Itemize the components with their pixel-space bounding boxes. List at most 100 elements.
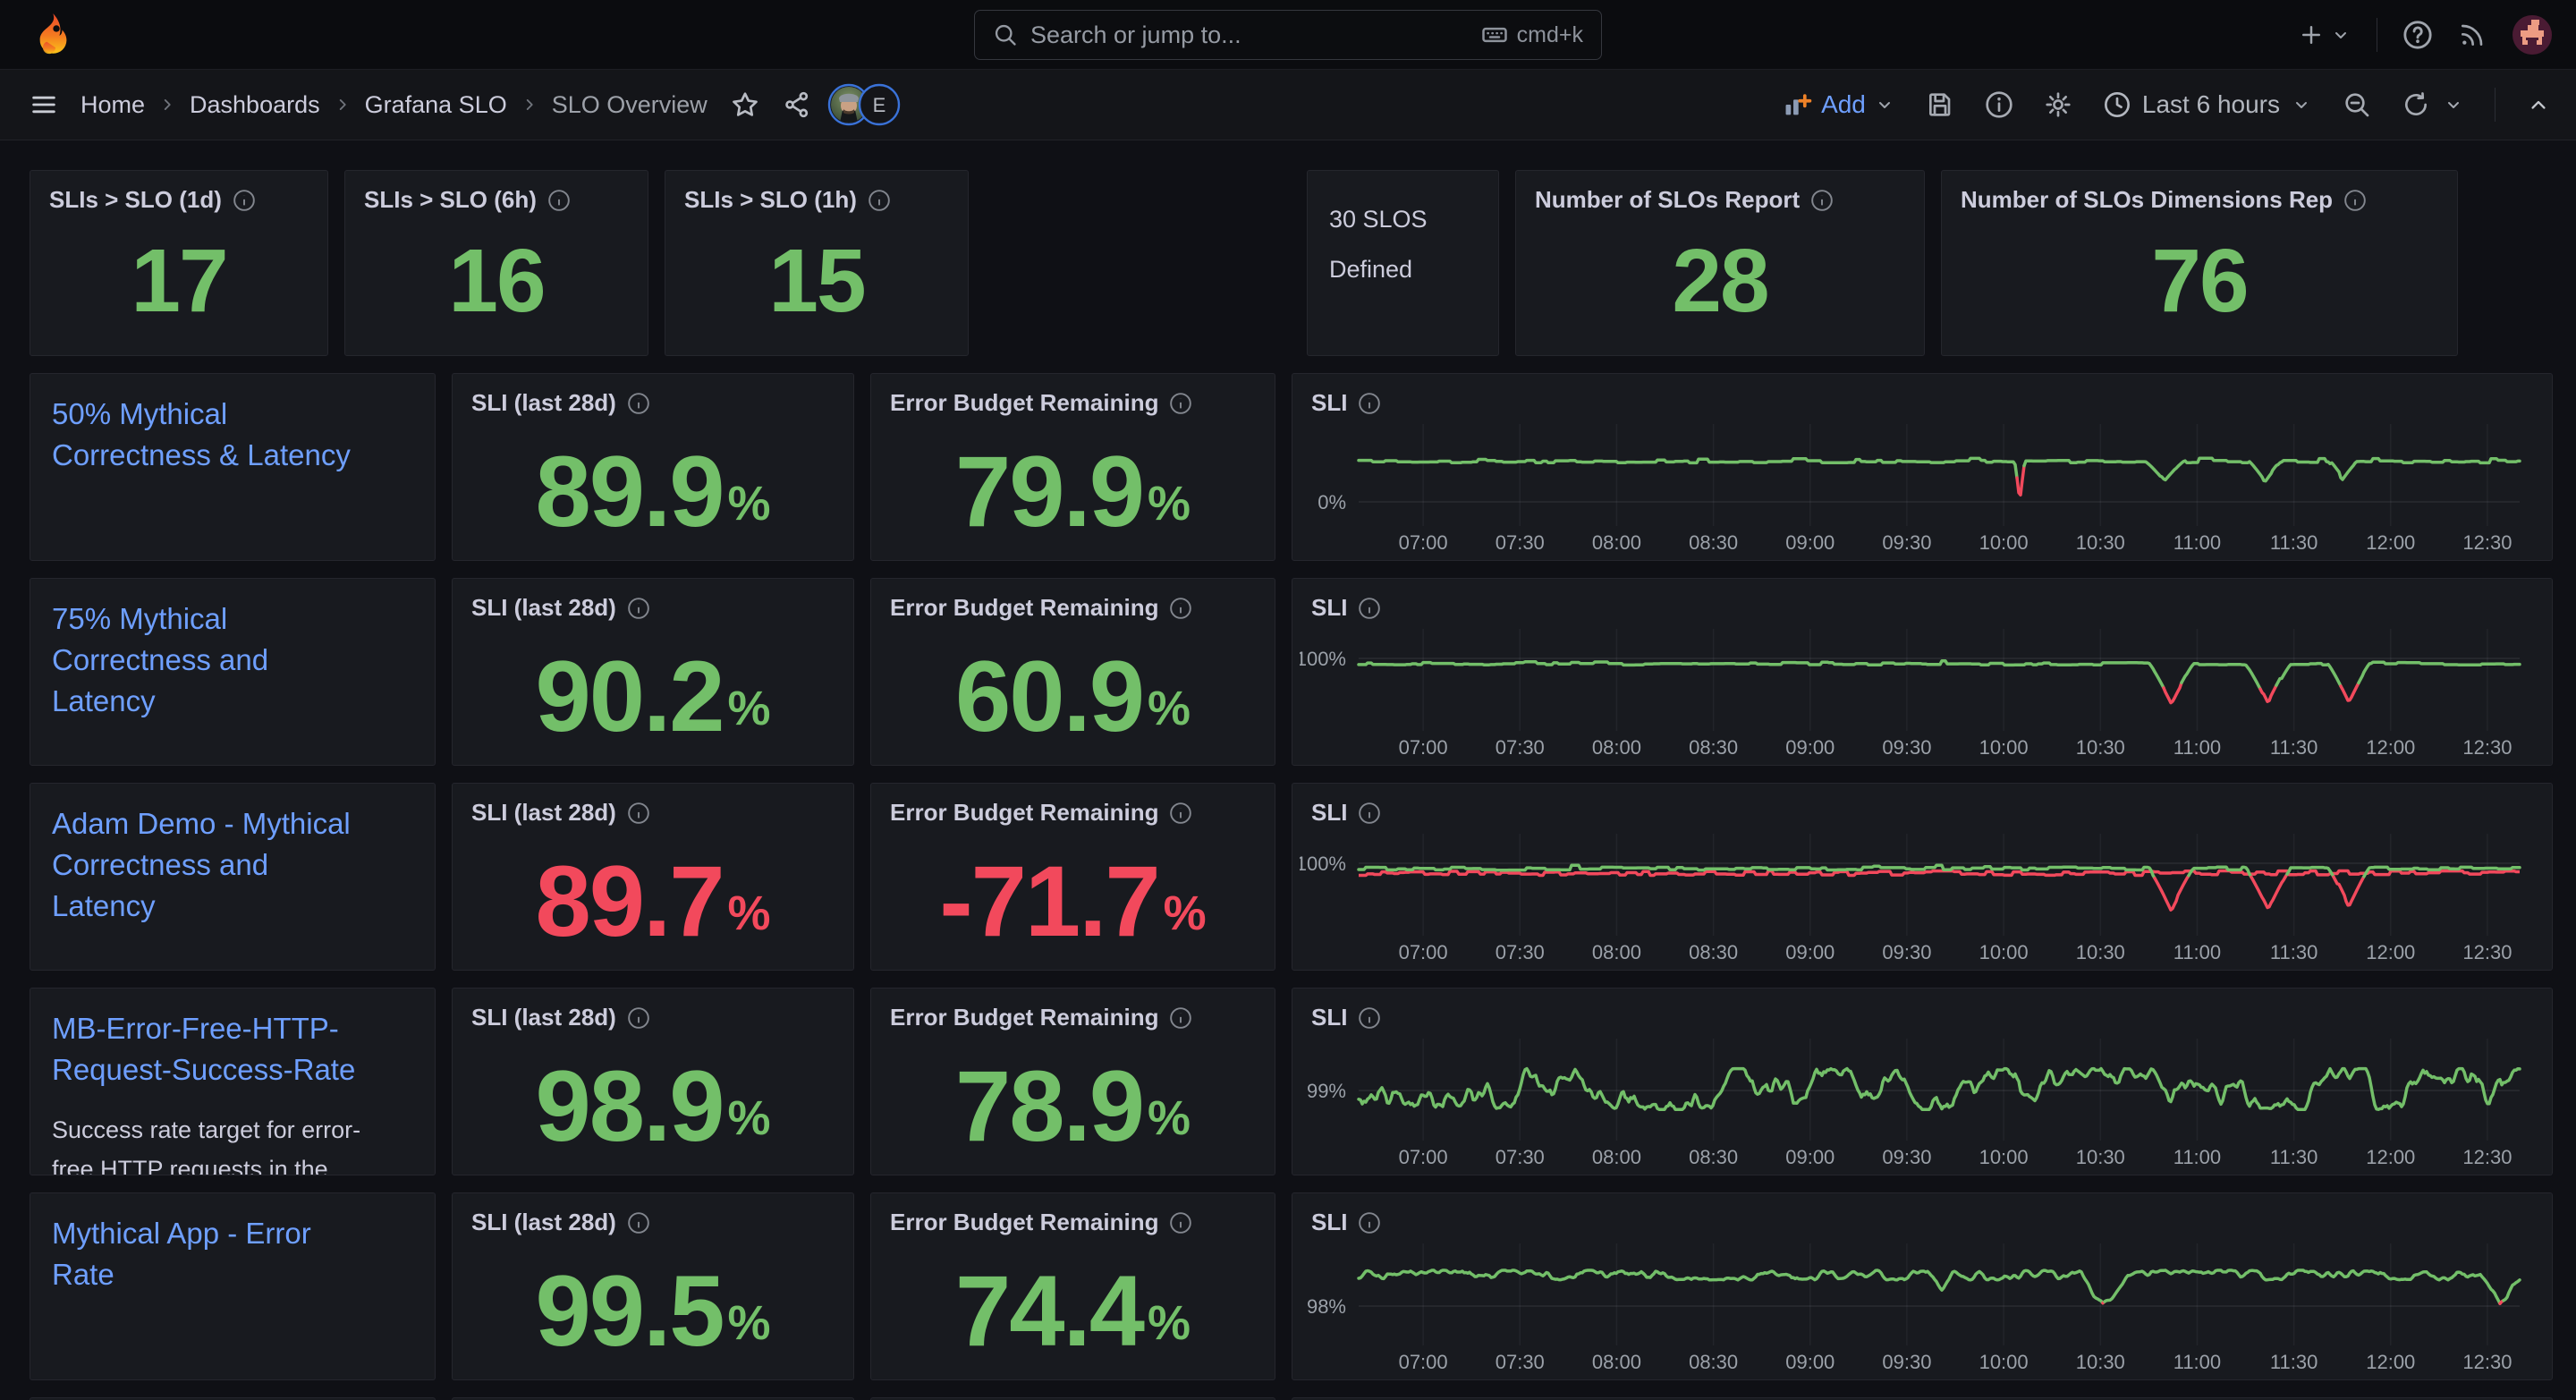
keyboard-icon — [1481, 27, 1507, 43]
error-budget-stat-panel: Error Budget Remaining 74.4% — [870, 1192, 1275, 1380]
zoom-out-icon[interactable] — [2343, 90, 2371, 119]
help-button[interactable] — [2402, 20, 2433, 50]
panel-title: SLI (last 28d) — [471, 799, 616, 826]
sli-chart-panel: SLI 07:00 07:30 08:00 08:30 09:00 09:30 10:00 1… — [1292, 578, 2553, 766]
news-button[interactable] — [2458, 21, 2487, 49]
info-icon[interactable] — [1169, 597, 1192, 620]
time-range-picker[interactable]: Last 6 hours — [2103, 90, 2312, 119]
svg-text:11:30: 11:30 — [2270, 1146, 2318, 1168]
breadcrumb-dashboards[interactable]: Dashboards — [190, 90, 320, 118]
info-icon[interactable] — [1169, 802, 1192, 825]
slo-title-link[interactable]: MB-Error-Free-HTTP- Request-Success-Rate — [52, 1012, 356, 1086]
info-icon[interactable] — [1358, 1211, 1381, 1235]
info-icon[interactable] — [1358, 1006, 1381, 1030]
collapse-toolbar-icon[interactable] — [2526, 92, 2551, 117]
chevron-right-icon — [157, 95, 177, 115]
svg-text:07:00: 07:00 — [1399, 941, 1448, 963]
sli-stat-panel: SLI (last 28d) 98.9% — [452, 988, 854, 1175]
refresh-icon — [2405, 92, 2427, 115]
svg-text:08:00: 08:00 — [1592, 1146, 1641, 1168]
refresh-button[interactable] — [2402, 90, 2464, 119]
breadcrumb-folder[interactable]: Grafana SLO — [364, 90, 507, 118]
panel-title: SLIs > SLO (6h) — [364, 186, 537, 213]
panel-title: SLI — [1311, 389, 1348, 416]
save-dashboard-icon[interactable] — [1926, 90, 1954, 119]
svg-text:10:30: 10:30 — [2076, 1351, 2125, 1373]
breadcrumb-home[interactable]: Home — [80, 90, 146, 118]
error-budget-value: 79.9% — [955, 435, 1191, 547]
slo-row: Adam Demo - Mythical Correctness and Lat… — [0, 783, 2576, 971]
stat-panel-slo-1d: SLIs > SLO (1d) 17 — [30, 170, 328, 356]
percent-unit: % — [727, 477, 771, 530]
sli-timeseries-chart[interactable]: 07:00 07:30 08:00 08:30 09:00 09:30 10:00 10:30… — [1300, 828, 2545, 964]
slo-title-link[interactable]: 75% Mythical Correctness and Latency — [52, 602, 269, 717]
svg-text:08:30: 08:30 — [1689, 1351, 1738, 1373]
svg-text:12:30: 12:30 — [2462, 736, 2512, 759]
sli-timeseries-chart[interactable]: 07:00 07:30 08:00 08:30 09:00 09:30 10:00 10:30… — [1300, 419, 2545, 555]
svg-text:12:30: 12:30 — [2462, 941, 2512, 963]
info-icon[interactable] — [1169, 1211, 1192, 1235]
add-panel-button[interactable]: Add — [1783, 89, 1895, 120]
panel-title: SLIs > SLO (1d) — [49, 186, 222, 213]
sli-value: 90.2% — [535, 640, 771, 752]
dashboard-settings-icon[interactable] — [2044, 90, 2072, 119]
percent-unit: % — [1163, 887, 1207, 940]
svg-text:07:30: 07:30 — [1496, 1351, 1545, 1373]
svg-text:10:30: 10:30 — [2076, 736, 2125, 759]
error-budget-value: 74.4% — [955, 1254, 1191, 1367]
dashboard-canvas: SLIs > SLO (1d) 17 SLIs > SLO (6h) 16 SL… — [0, 170, 2576, 1400]
sli-timeseries-chart[interactable]: 07:00 07:30 08:00 08:30 09:00 09:30 10:00 10:30… — [1300, 1033, 2545, 1169]
text-panel-content: 30 SLOS Defined — [1329, 206, 1428, 283]
share-icon[interactable] — [783, 90, 811, 119]
slo-title-link[interactable]: 50% Mythical Correctness & Latency — [52, 397, 351, 471]
panel-title: Number of SLOs Dimensions Rep — [1961, 186, 2334, 213]
error-budget-stat-panel: Error Budget Remaining 79.9% — [870, 373, 1275, 561]
sli-timeseries-chart[interactable]: 07:00 07:30 08:00 08:30 09:00 09:30 10:00 10:30… — [1300, 624, 2545, 759]
panel-title: SLI (last 28d) — [471, 389, 616, 416]
info-icon[interactable] — [1358, 392, 1381, 415]
dashboard-insights-icon[interactable] — [1985, 90, 2013, 119]
svg-text:12:30: 12:30 — [2462, 1146, 2512, 1168]
info-icon[interactable] — [627, 1211, 650, 1235]
svg-text:100%: 100% — [1300, 648, 1346, 670]
slo-title-link[interactable]: Adam Demo - Mythical Correctness and Lat… — [52, 807, 351, 922]
sli-chart-panel: SLI 07:00 07:30 08:00 08:30 09:00 09:30 10:00 1… — [1292, 373, 2553, 561]
svg-text:09:00: 09:00 — [1785, 531, 1835, 554]
panel-title: Error Budget Remaining — [890, 1004, 1159, 1031]
plus-icon — [2302, 26, 2320, 44]
slo-title-panel: Adam Demo - Mythical Correctness and Lat… — [30, 783, 436, 971]
panel-title: SLI — [1311, 1209, 1348, 1235]
sli-stat-panel: SLI (last 28d) 89.7% — [452, 783, 854, 971]
percent-unit: % — [727, 1091, 771, 1145]
search-input[interactable]: Search or jump to... cmd+k — [974, 10, 1602, 60]
svg-text:10:30: 10:30 — [2076, 1146, 2125, 1168]
info-icon[interactable] — [627, 802, 650, 825]
new-menu-button[interactable] — [2298, 21, 2351, 48]
slo-title-link[interactable]: Mythical App - Error Rate — [52, 1217, 311, 1291]
panel-title: Error Budget Remaining — [890, 799, 1159, 826]
grid-gap — [985, 170, 1291, 356]
partial-panel — [1292, 1397, 2553, 1400]
svg-text:08:30: 08:30 — [1689, 1146, 1738, 1168]
info-icon[interactable] — [1169, 392, 1192, 415]
presence-avatar-badge[interactable]: E — [858, 83, 901, 126]
info-icon[interactable] — [1358, 597, 1381, 620]
svg-text:08:00: 08:00 — [1592, 736, 1641, 759]
info-icon[interactable] — [627, 597, 650, 620]
svg-text:11:30: 11:30 — [2270, 531, 2318, 554]
sli-timeseries-chart[interactable]: 07:00 07:30 08:00 08:30 09:00 09:30 10:00 10:30… — [1300, 1238, 2545, 1374]
svg-text:11:00: 11:00 — [2174, 941, 2221, 963]
star-icon[interactable] — [731, 90, 759, 119]
partial-next-row — [0, 1397, 2576, 1400]
svg-text:09:00: 09:00 — [1785, 1351, 1835, 1373]
info-icon[interactable] — [1358, 802, 1381, 825]
chevron-down-icon — [1874, 94, 1895, 115]
grafana-logo-icon[interactable] — [27, 12, 73, 58]
user-avatar[interactable] — [2512, 14, 2553, 55]
mega-menu-button[interactable] — [29, 89, 59, 120]
info-icon[interactable] — [627, 392, 650, 415]
svg-text:09:30: 09:30 — [1882, 1351, 1931, 1373]
info-icon[interactable] — [627, 1006, 650, 1030]
info-icon[interactable] — [1169, 1006, 1192, 1030]
graph-add-icon — [1785, 94, 1812, 115]
